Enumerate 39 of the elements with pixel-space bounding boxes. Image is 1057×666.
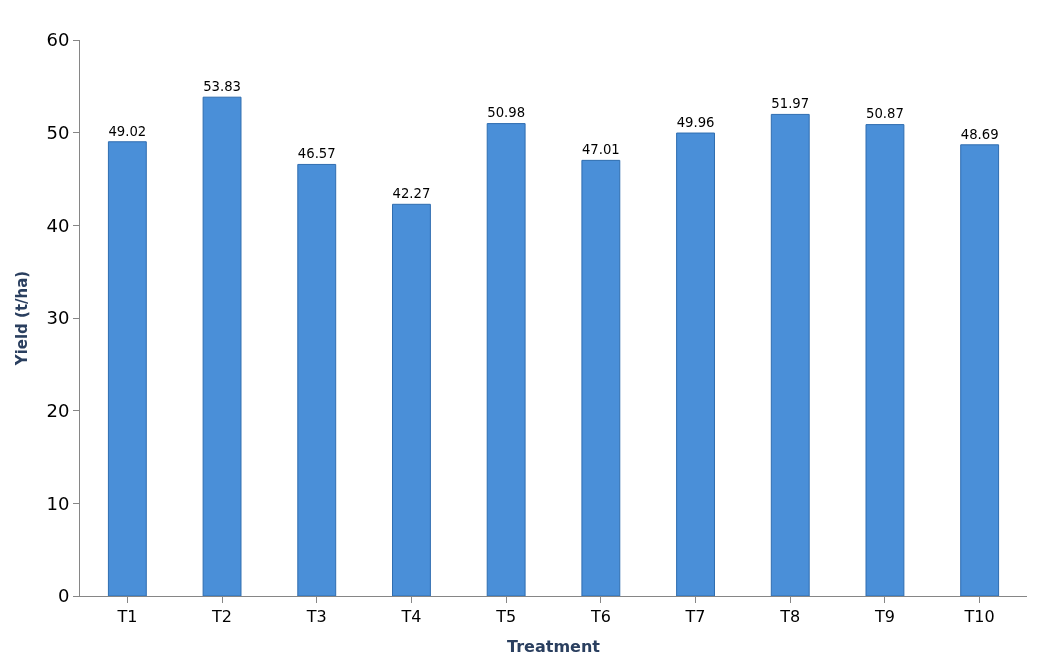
bar xyxy=(865,124,905,596)
x-tick-label: T1 xyxy=(116,607,138,627)
x-tick-label: T5 xyxy=(495,607,517,627)
y-tick-label: 0 xyxy=(57,585,70,607)
y-tick-label: 50 xyxy=(46,121,70,143)
bar xyxy=(297,163,337,596)
x-tick-label: T7 xyxy=(684,607,706,627)
data-label: 47.01 xyxy=(581,142,620,158)
x-tick-label: T3 xyxy=(305,607,327,627)
y-tick-label: 30 xyxy=(46,307,70,329)
x-axis-title: Treatment xyxy=(507,636,601,656)
data-label: 51.97 xyxy=(771,96,810,112)
bar xyxy=(770,113,810,596)
data-label: 50.98 xyxy=(487,105,526,121)
data-label: 46.57 xyxy=(297,146,336,162)
data-label: 50.87 xyxy=(866,106,904,122)
y-tick-label: 60 xyxy=(46,29,70,51)
bar xyxy=(202,96,242,596)
y-tick-label: 40 xyxy=(46,214,70,236)
y-axis-title: Yield (t/ha) xyxy=(12,270,31,367)
x-tick-label: T2 xyxy=(211,607,233,627)
bar xyxy=(486,123,526,596)
bar xyxy=(581,159,621,596)
x-tick-label: T6 xyxy=(589,607,611,627)
bar xyxy=(107,141,147,596)
x-tick-label: T4 xyxy=(400,607,422,627)
x-tick-label: T9 xyxy=(873,607,895,627)
x-tick-label: T10 xyxy=(963,607,995,627)
x-tick-label: T8 xyxy=(779,607,801,627)
y-tick-label: 20 xyxy=(46,399,70,421)
bar xyxy=(392,203,431,596)
data-label: 48.69 xyxy=(960,126,999,142)
bar xyxy=(676,132,715,596)
data-label: 49.96 xyxy=(676,114,715,130)
data-label: 53.83 xyxy=(203,79,241,95)
data-label: 42.27 xyxy=(392,186,431,202)
y-tick-label: 10 xyxy=(46,492,70,514)
bar xyxy=(960,144,1000,596)
data-label: 49.02 xyxy=(108,123,147,139)
